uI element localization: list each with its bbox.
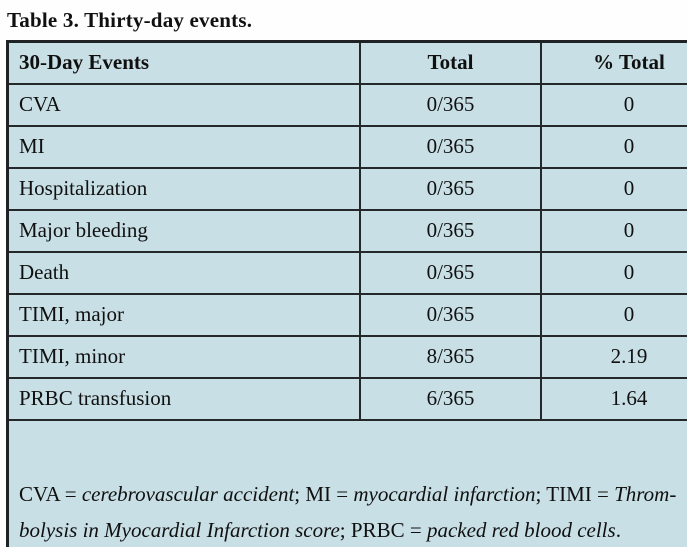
table-caption: Table 3. Thirty-day events. bbox=[7, 8, 253, 32]
total-cell: 0/365 bbox=[359, 251, 542, 295]
footnote-expansion-text: Throm- bbox=[614, 482, 677, 507]
total-cell: 0/365 bbox=[359, 125, 542, 169]
footnote-expansion-text: cerebrovascular accident bbox=[81, 482, 295, 507]
header-total: Total bbox=[359, 40, 542, 85]
footnote-expansion-text: bolysis in Myocardial Infarction score bbox=[19, 517, 340, 542]
header-row: 30-Day Events Total % Total bbox=[6, 40, 687, 85]
pct-total-cell: 0 bbox=[540, 209, 687, 253]
event-cell: Hospitalization bbox=[6, 167, 361, 211]
table-row: Major bleeding 0/365 0 bbox=[6, 209, 687, 253]
table-row: PRBC transfusion 6/365 1.64 bbox=[6, 377, 687, 421]
total-cell: 0/365 bbox=[359, 209, 542, 253]
pct-total-cell: 0 bbox=[540, 125, 687, 169]
total-cell: 6/365 bbox=[359, 377, 542, 421]
footnote-abbreviation-text: . bbox=[615, 517, 621, 542]
table-row: CVA 0/365 0 bbox=[6, 83, 687, 127]
header-pct-total: % Total bbox=[540, 40, 687, 85]
event-cell: TIMI, minor bbox=[6, 335, 361, 379]
footnote-line: bolysis in Myocardial Infarction score; … bbox=[19, 513, 687, 547]
table-row: Hospitalization 0/365 0 bbox=[6, 167, 687, 211]
table-row: TIMI, minor 8/365 2.19 bbox=[6, 335, 687, 379]
footnote-abbreviation-text: CVA = bbox=[19, 482, 82, 507]
footnote-abbreviation-text: ; PRBC = bbox=[339, 517, 427, 542]
table-footnote: CVA = cerebrovascular accident; MI = myo… bbox=[6, 419, 687, 547]
footnote-expansion-text: myocardial infarction bbox=[353, 482, 536, 507]
total-cell: 0/365 bbox=[359, 293, 542, 337]
header-30-day-events: 30-Day Events bbox=[6, 40, 361, 85]
footnote-abbreviation-text: ; TIMI = bbox=[535, 482, 615, 507]
footnote-abbreviation-text: ; MI = bbox=[294, 482, 354, 507]
total-cell: 0/365 bbox=[359, 167, 542, 211]
table-body: CVA 0/365 0 MI 0/365 0 Hospitalization 0/365 0 Ma… bbox=[6, 83, 687, 421]
table-row: Death 0/365 0 bbox=[6, 251, 687, 295]
footnote-expansion-text: packed red blood cells bbox=[426, 517, 616, 542]
thirty-day-events-table: 30-Day Events Total % Total CVA 0/365 0 MI 0… bbox=[6, 40, 687, 547]
event-cell: PRBC transfusion bbox=[6, 377, 361, 421]
table-row: TIMI, major 0/365 0 bbox=[6, 293, 687, 337]
pct-total-cell: 2.19 bbox=[540, 335, 687, 379]
event-cell: MI bbox=[6, 125, 361, 169]
pct-total-cell: 0 bbox=[540, 293, 687, 337]
pct-total-cell: 0 bbox=[540, 83, 687, 127]
event-cell: CVA bbox=[6, 83, 361, 127]
table-header: 30-Day Events Total % Total bbox=[6, 40, 687, 85]
event-cell: TIMI, major bbox=[6, 293, 361, 337]
total-cell: 0/365 bbox=[359, 83, 542, 127]
pct-total-cell: 0 bbox=[540, 251, 687, 295]
event-cell: Death bbox=[6, 251, 361, 295]
footnote-line: CVA = cerebrovascular accident; MI = myo… bbox=[19, 477, 687, 512]
table-footer: CVA = cerebrovascular accident; MI = myo… bbox=[6, 419, 687, 547]
pct-total-cell: 1.64 bbox=[540, 377, 687, 421]
table-row: MI 0/365 0 bbox=[6, 125, 687, 169]
event-cell: Major bleeding bbox=[6, 209, 361, 253]
total-cell: 8/365 bbox=[359, 335, 542, 379]
footnote-row: CVA = cerebrovascular accident; MI = myo… bbox=[6, 419, 687, 547]
pct-total-cell: 0 bbox=[540, 167, 687, 211]
